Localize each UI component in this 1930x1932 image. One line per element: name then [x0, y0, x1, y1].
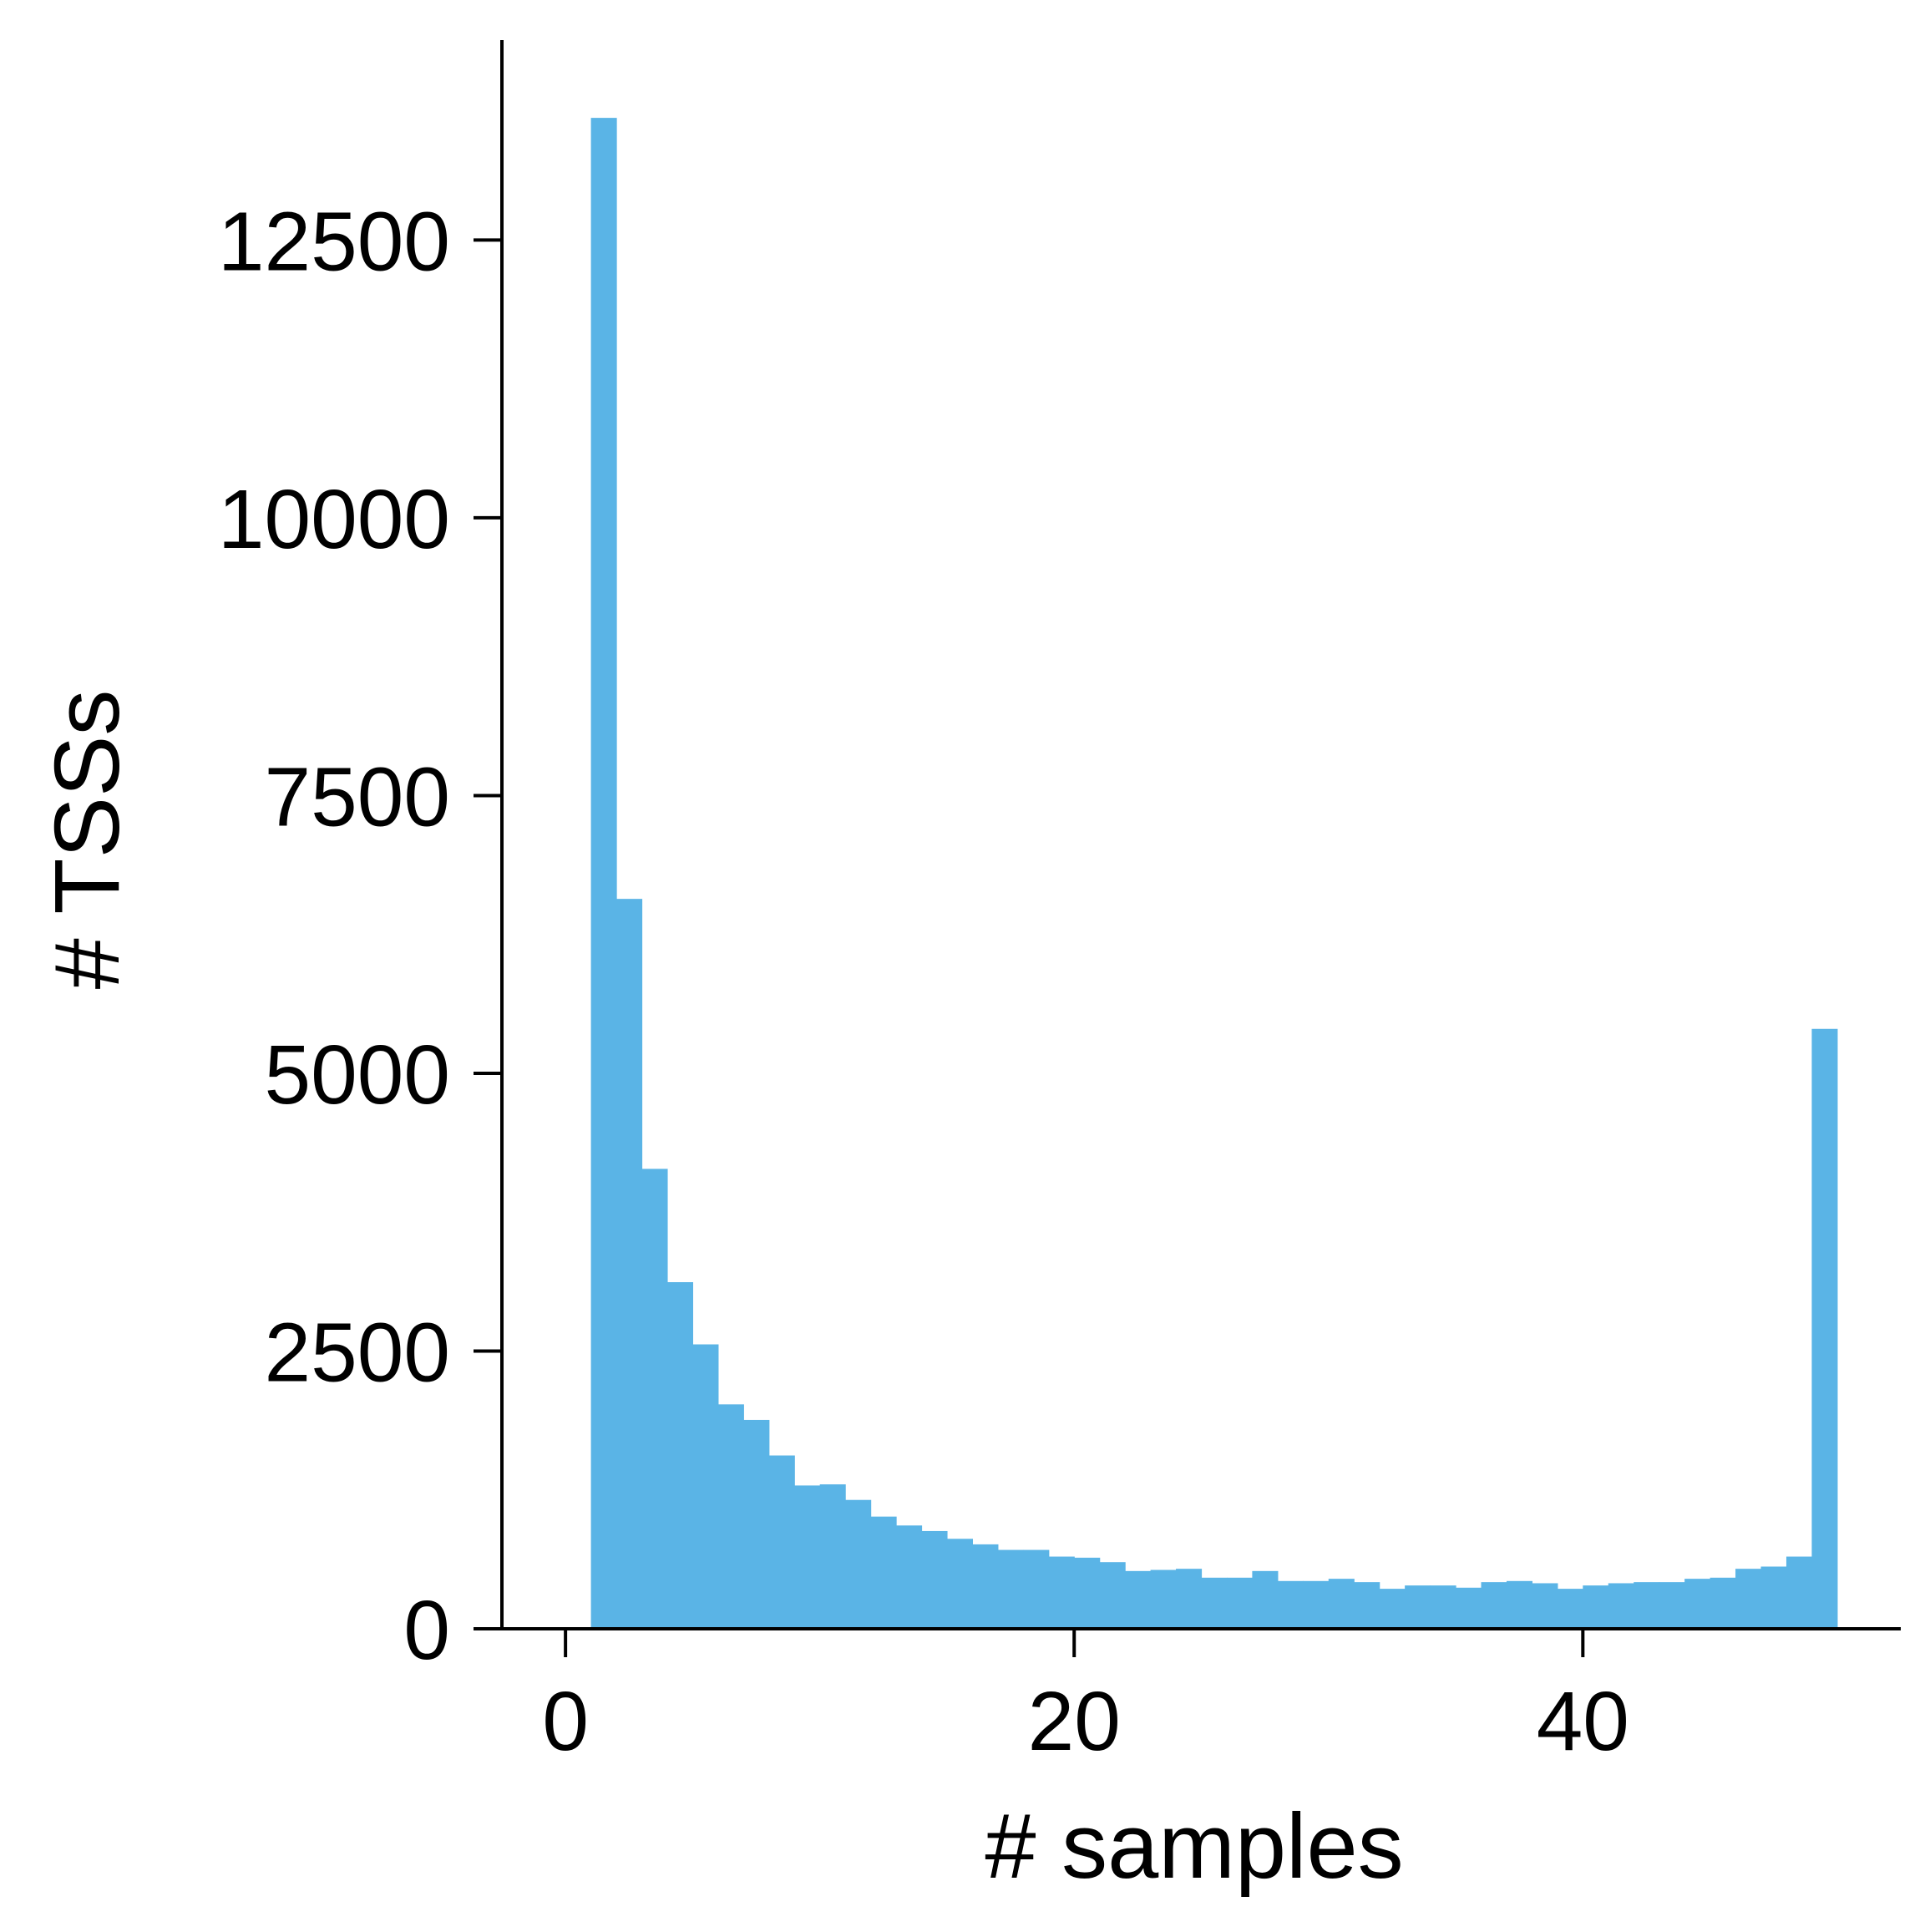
histogram-bar — [1048, 1556, 1075, 1629]
histogram-bar — [1430, 1585, 1456, 1629]
y-tick-label: 0 — [403, 1584, 450, 1677]
histogram-bar — [870, 1516, 897, 1629]
histogram-bar — [845, 1499, 872, 1629]
histogram-bar — [692, 1344, 719, 1629]
y-tick-label: 7500 — [265, 750, 450, 844]
histogram-bar — [1659, 1582, 1685, 1629]
histogram-bar — [1328, 1579, 1355, 1629]
bars-group — [590, 118, 1838, 1630]
histogram-bar — [1099, 1562, 1126, 1629]
histogram-bar — [1481, 1582, 1507, 1629]
y-tick-label: 5000 — [265, 1028, 450, 1122]
histogram-bar — [1710, 1577, 1736, 1629]
histogram-bar — [641, 1169, 668, 1629]
histogram-bar — [717, 1404, 744, 1629]
histogram-bar — [1760, 1566, 1787, 1629]
histogram-bar — [1811, 1028, 1838, 1629]
histogram-bar — [794, 1485, 821, 1629]
y-ticks-group: 0 2500 5000 7500 10000 12500 — [218, 195, 502, 1677]
histogram-bar — [1354, 1582, 1380, 1629]
histogram-bar — [1074, 1557, 1101, 1629]
x-tick-label: 0 — [542, 1675, 589, 1768]
histogram-bar — [1303, 1580, 1330, 1629]
histogram-bar — [1456, 1587, 1482, 1629]
histogram-bar — [590, 118, 617, 1630]
histogram-bar — [666, 1282, 694, 1629]
x-axis-label: # samples — [985, 1795, 1403, 1898]
histogram-bar — [1379, 1589, 1406, 1629]
histogram-bar — [972, 1544, 999, 1629]
histogram-bar — [819, 1484, 846, 1629]
y-tick-label: 10000 — [218, 473, 450, 566]
histogram-bar — [1252, 1570, 1279, 1629]
histogram-bar — [1735, 1569, 1762, 1629]
histogram-bar — [1583, 1585, 1609, 1629]
y-axis-label: # TSSs — [36, 690, 139, 990]
histogram-bar — [1405, 1585, 1431, 1629]
histogram-bar — [1608, 1583, 1634, 1629]
histogram-bar — [1150, 1569, 1177, 1629]
histogram-bar — [1634, 1582, 1660, 1629]
histogram-bar — [1201, 1577, 1228, 1629]
histogram-bar — [1277, 1580, 1304, 1629]
histogram-bar — [1506, 1580, 1533, 1629]
histogram-bar — [997, 1549, 1024, 1629]
histogram-bar — [616, 899, 643, 1629]
histogram-bar — [921, 1530, 948, 1629]
histogram-bar — [1023, 1549, 1050, 1629]
histogram-bar — [1532, 1583, 1558, 1629]
histogram-bar — [1786, 1556, 1813, 1629]
histogram-bar — [1226, 1577, 1254, 1629]
x-tick-label: 40 — [1537, 1675, 1629, 1768]
y-tick-label: 12500 — [218, 195, 450, 288]
histogram-bar — [1125, 1570, 1152, 1629]
histogram-bar — [1176, 1569, 1203, 1629]
histogram-bar — [743, 1419, 770, 1629]
axes-group — [500, 40, 1901, 1630]
x-tick-label: 20 — [1028, 1675, 1121, 1768]
x-ticks-group: 0 20 40 — [542, 1629, 1629, 1768]
histogram-bar — [946, 1539, 974, 1629]
histogram-bar — [896, 1525, 923, 1629]
histogram-bar — [1684, 1579, 1711, 1629]
histogram-bar — [1557, 1589, 1583, 1629]
histogram-bar — [768, 1455, 795, 1629]
y-tick-label: 2500 — [265, 1306, 450, 1399]
